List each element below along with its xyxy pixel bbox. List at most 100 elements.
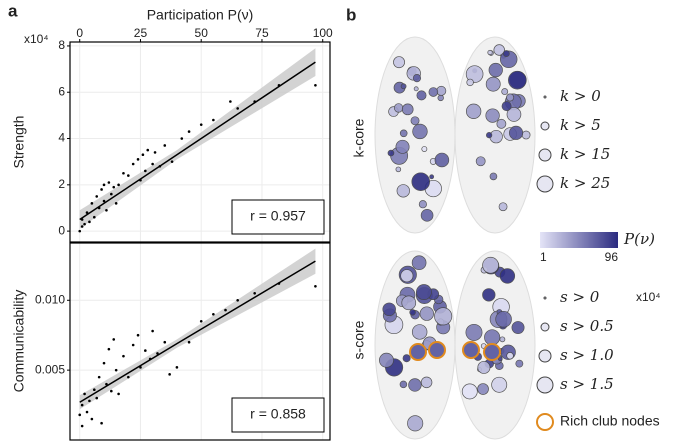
brain-node (434, 152, 450, 168)
rich-club-icon (536, 413, 554, 431)
point (112, 185, 116, 189)
brain-node (508, 125, 524, 140)
brain-node (418, 200, 427, 209)
point (153, 151, 157, 154)
point (80, 225, 84, 228)
point (100, 188, 103, 191)
brain-node (477, 360, 491, 374)
point (122, 354, 125, 358)
rich-club-node (483, 343, 501, 361)
point (170, 160, 174, 163)
brain-node (400, 269, 414, 283)
brain-node (465, 65, 484, 83)
point (107, 181, 111, 184)
point (80, 424, 84, 428)
brain-node (393, 103, 404, 113)
size-legend-label: s > 1.5 (560, 375, 614, 393)
point (88, 399, 91, 403)
brain-node (465, 323, 483, 341)
brain-node (401, 103, 414, 116)
size-legend-marker (540, 121, 550, 131)
brain-node (387, 149, 395, 157)
brain-node (420, 209, 434, 222)
brain-node (465, 103, 482, 119)
point (95, 195, 99, 198)
size-legend-marker (538, 349, 552, 363)
size-legend-label: k > 0 (560, 87, 601, 105)
point (105, 208, 108, 212)
brain-node (508, 70, 527, 90)
brain-node (412, 123, 428, 140)
point (83, 392, 86, 396)
point (156, 352, 159, 355)
brain-node (411, 255, 427, 271)
brain-node (515, 359, 524, 368)
rich-club-node (462, 341, 480, 359)
brain-node (493, 44, 505, 56)
point (78, 413, 82, 417)
y-tick-label: 0 (58, 223, 65, 237)
brain-node (437, 94, 444, 102)
fit-line (79, 61, 316, 221)
brain-node (393, 56, 405, 69)
brain-label: k-core (351, 118, 367, 157)
brain-node (395, 139, 410, 154)
point (277, 282, 281, 285)
size-legend-marker (543, 296, 547, 300)
point (127, 375, 130, 379)
s-unit: x10⁴ (636, 290, 661, 304)
point (117, 392, 120, 396)
y-tick-label: 6 (58, 84, 65, 98)
point (236, 298, 239, 302)
point (136, 158, 140, 161)
plot-frame (69, 41, 331, 243)
point (127, 174, 130, 177)
brain-node (499, 268, 516, 284)
colorbar-min: 1 (540, 250, 547, 264)
brain-node (408, 378, 422, 392)
size-legend-label: s > 0.5 (560, 317, 614, 335)
y-axis-title: Communicability (11, 290, 27, 393)
point (199, 123, 203, 126)
point (144, 169, 147, 173)
point (97, 375, 101, 379)
point (102, 199, 106, 203)
point (80, 403, 84, 407)
brain-node (396, 184, 410, 198)
brain-node (409, 309, 416, 316)
point (97, 206, 101, 210)
brain-node (501, 101, 512, 112)
point (88, 220, 91, 224)
brain-node (511, 321, 525, 335)
brain-node (402, 354, 411, 363)
brain-node (416, 90, 427, 101)
brain-node (436, 85, 447, 96)
y-offset-label: x10⁴ (24, 32, 49, 46)
rich-club-node (428, 341, 446, 359)
annotation-box (231, 199, 325, 235)
point (122, 171, 125, 175)
brain-node (491, 376, 508, 393)
point (168, 373, 171, 376)
point (144, 349, 147, 352)
x-tick-label: 0 (76, 26, 83, 40)
brain-node (407, 415, 424, 432)
point (114, 202, 118, 205)
point (180, 137, 184, 140)
brain-node (420, 376, 433, 389)
brain-node (411, 324, 428, 340)
brain-node (506, 107, 522, 122)
brain-node (412, 74, 422, 83)
point (90, 202, 94, 205)
annotation: r = 0.858 (250, 406, 306, 422)
brain-node (410, 116, 420, 126)
colorbar-title: P(ν) (623, 230, 655, 248)
point (95, 396, 99, 400)
brain-node (498, 202, 508, 212)
brain-node (434, 307, 453, 326)
point (114, 368, 118, 372)
brain-node (415, 284, 432, 301)
brain-node (382, 302, 396, 317)
brain-node (484, 329, 501, 346)
